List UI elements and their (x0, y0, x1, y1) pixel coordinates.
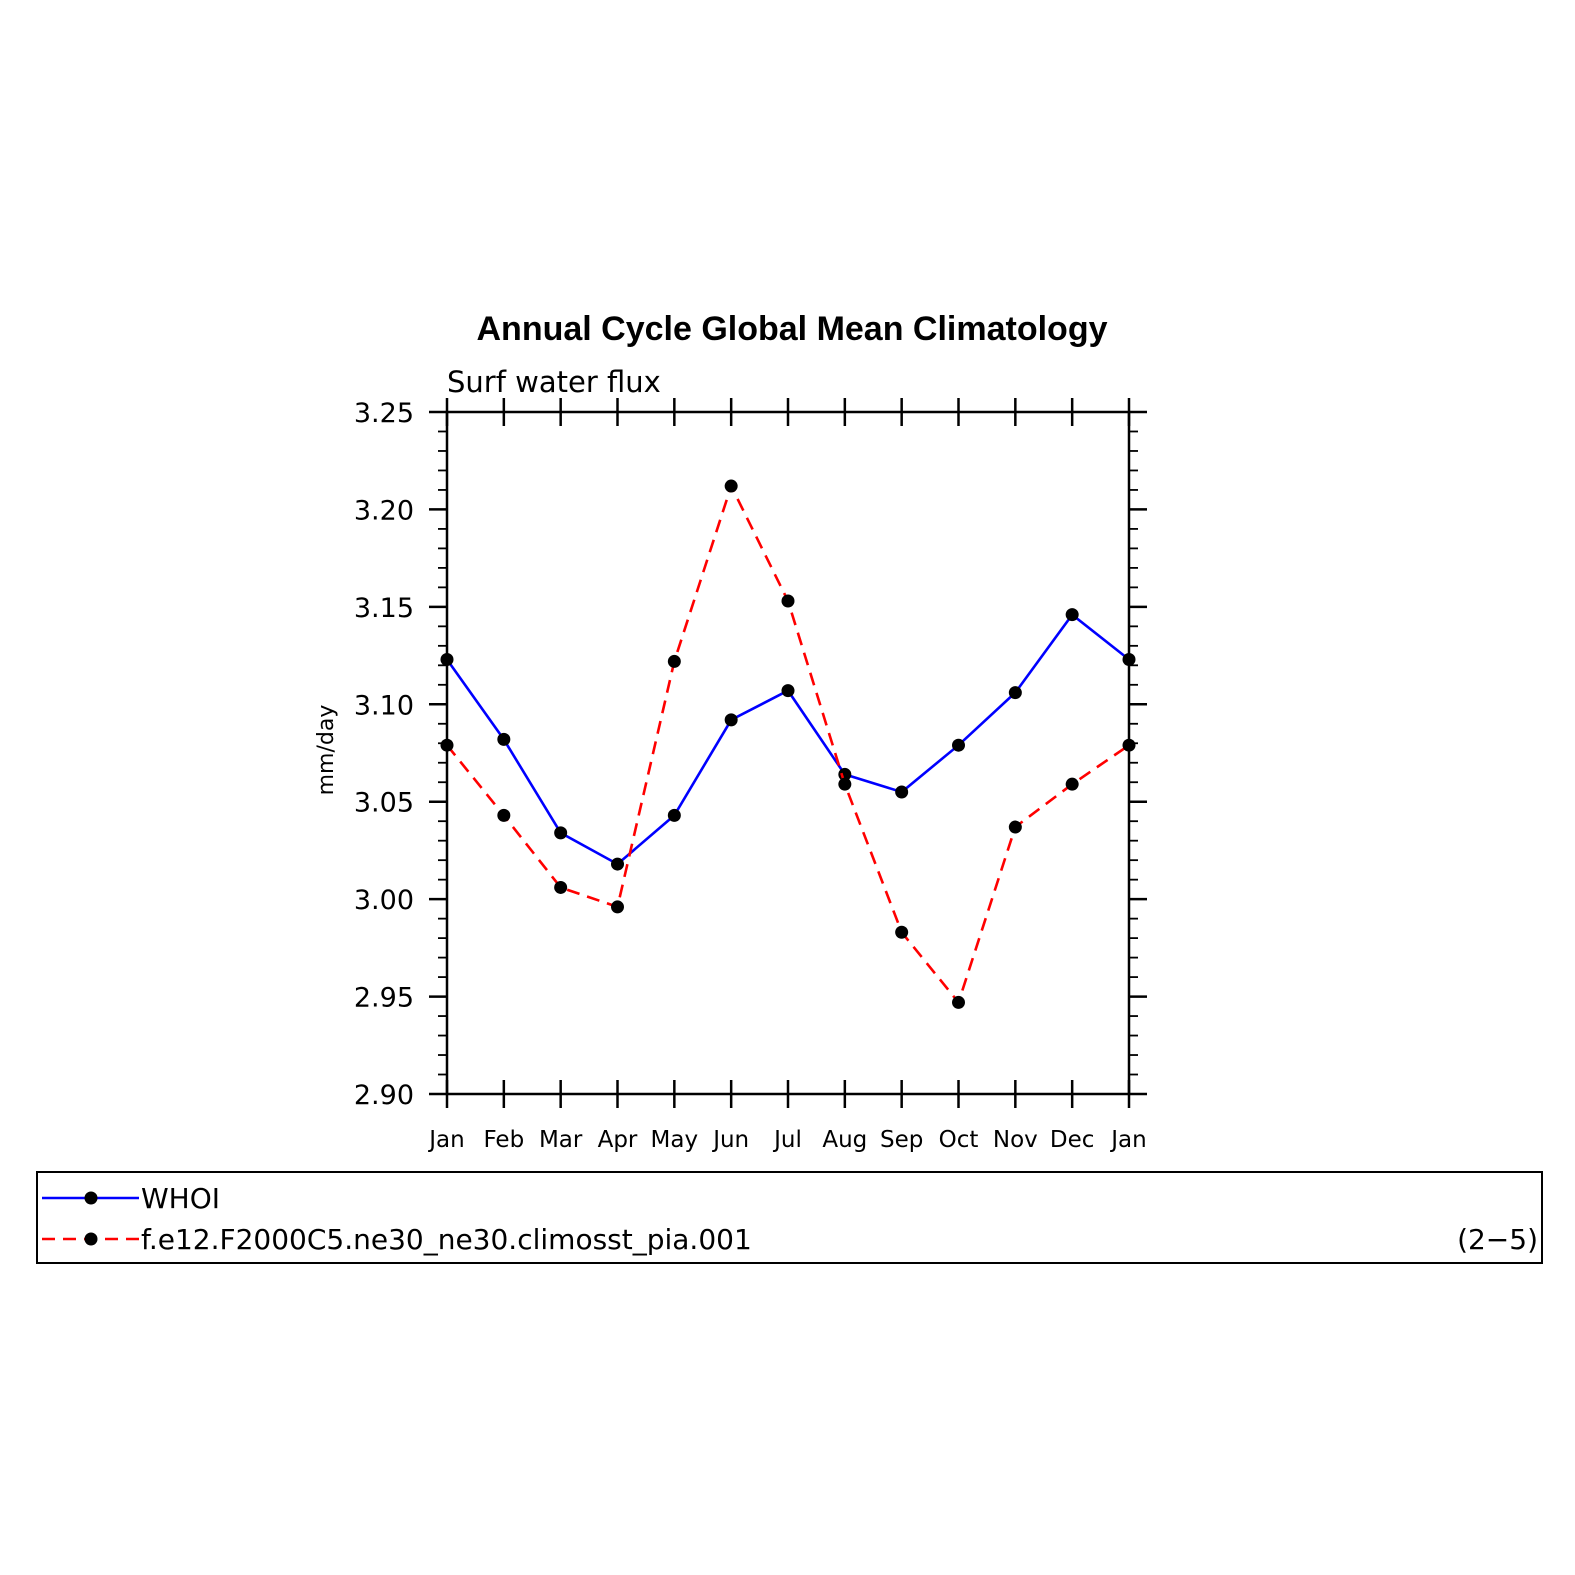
data-point (838, 777, 852, 791)
data-point (667, 808, 681, 822)
data-point (1008, 686, 1022, 700)
legend-note: (2−5) (1457, 1223, 1538, 1256)
legend: WHOI f.e12.F2000C5.ne30_ne30.climosst_pia… (42, 1182, 752, 1256)
x-tick-label: May (651, 1127, 699, 1153)
x-tick-label: Nov (993, 1127, 1038, 1153)
data-point (554, 880, 568, 894)
series-line-2 (445, 482, 1130, 1006)
x-tick-label: Sep (880, 1127, 923, 1153)
data-point (497, 808, 511, 822)
y-tick-label: 2.95 (354, 983, 414, 1014)
data-point (781, 684, 795, 698)
data-point (724, 479, 738, 493)
x-tick-label: Jan (427, 1127, 464, 1153)
data-point (611, 900, 624, 914)
x-tick-label: Oct (939, 1127, 979, 1153)
series-line-1 (445, 612, 1130, 866)
chart-subtitle: Surf water flux (447, 365, 661, 399)
y-tick-label: 3.20 (354, 495, 414, 526)
data-point (1008, 820, 1022, 834)
y-tick-label: 3.15 (354, 593, 414, 624)
data-point (667, 654, 681, 668)
x-tick-label: Dec (1050, 1127, 1095, 1153)
x-tick-label: Jun (711, 1127, 749, 1153)
legend-marker-2 (84, 1232, 98, 1246)
data-point (952, 995, 965, 1009)
legend-marker-1 (84, 1191, 98, 1205)
data-point (1065, 608, 1079, 622)
x-tick-label: Aug (822, 1127, 867, 1153)
chart-title: Annual Cycle Global Mean Climatology (477, 310, 1108, 348)
data-point (895, 925, 909, 939)
plot-frame (445, 410, 1131, 1096)
x-tick-label: Jul (772, 1127, 802, 1153)
data-point (611, 857, 624, 871)
data-point (554, 826, 568, 840)
legend-label-2: f.e12.F2000C5.ne30_ne30.climosst_pia.001 (141, 1223, 752, 1256)
data-point (781, 594, 795, 608)
data-point (895, 785, 909, 799)
x-tick-label: Apr (598, 1127, 638, 1153)
data-point (497, 732, 511, 746)
axis-ticks: Jan Feb Mar Apr May Jun Jul Aug Sep Oct Nov Dec Jan 2… (354, 398, 1147, 1153)
x-tick-label: Mar (539, 1127, 583, 1153)
y-tick-label: 3.25 (354, 398, 414, 429)
data-point (1065, 777, 1079, 791)
data-point (952, 738, 965, 752)
series-layer (440, 479, 1136, 1009)
x-tick-label: Feb (483, 1127, 524, 1153)
y-tick-label: 3.00 (354, 885, 414, 916)
y-tick-label: 3.05 (354, 788, 414, 819)
y-tick-label: 3.10 (354, 690, 414, 721)
y-axis-label: mm/day (314, 705, 339, 796)
data-point (724, 713, 738, 727)
legend-box (36, 1171, 1543, 1264)
x-tick-label: Jan (1109, 1127, 1146, 1153)
legend-label-1: WHOI (141, 1182, 220, 1215)
y-tick-label: 2.90 (354, 1080, 414, 1111)
